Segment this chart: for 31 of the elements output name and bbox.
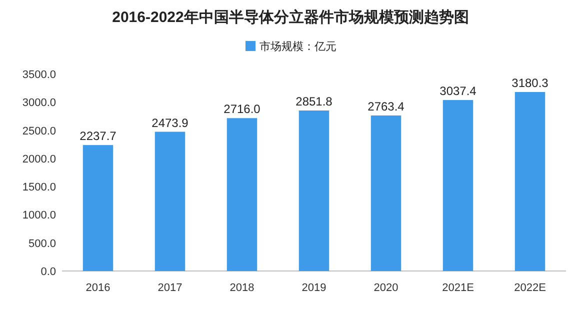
x-tick-label: 2018 bbox=[230, 282, 254, 294]
y-tick-label: 3000.0 bbox=[22, 97, 56, 110]
chart-title: 2016-2022年中国半导体分立器件市场规模预测趋势图 bbox=[112, 8, 469, 26]
text: 2763.4 bbox=[368, 99, 404, 114]
text: 3180.3 bbox=[512, 76, 548, 90]
y-tick-label: 1000.0 bbox=[22, 210, 56, 222]
legend-label: 市场规模：亿元 bbox=[260, 40, 336, 53]
y-tick-label: 2000.0 bbox=[22, 153, 56, 166]
x-tick-label: 2019 bbox=[302, 282, 326, 294]
bar bbox=[154, 132, 186, 271]
y-tick-label: 0.0 bbox=[40, 266, 56, 278]
x-tick-label: 2016 bbox=[86, 282, 110, 294]
bar bbox=[226, 118, 258, 271]
text: 3037.4 bbox=[440, 84, 476, 98]
y-tick-label: 500.0 bbox=[28, 238, 56, 250]
x-tick-label: 2022E bbox=[514, 282, 546, 294]
bar bbox=[442, 100, 474, 271]
bar bbox=[298, 110, 330, 271]
y-tick-label: 1500.0 bbox=[22, 182, 56, 194]
x-tick-label: 2020 bbox=[374, 282, 398, 294]
bar bbox=[514, 92, 546, 271]
text: 2473.9 bbox=[152, 116, 188, 130]
x-tick-label: 2017 bbox=[158, 282, 182, 294]
text: 2237.7 bbox=[80, 129, 116, 144]
bar bbox=[82, 145, 114, 271]
y-tick-label: 2500.0 bbox=[22, 125, 56, 138]
y-tick-label: 3500.0 bbox=[22, 69, 56, 81]
bar bbox=[370, 115, 402, 271]
text: 2851.8 bbox=[296, 94, 332, 108]
x-tick-label: 2021E bbox=[442, 282, 474, 294]
text: 2716.0 bbox=[224, 102, 260, 116]
